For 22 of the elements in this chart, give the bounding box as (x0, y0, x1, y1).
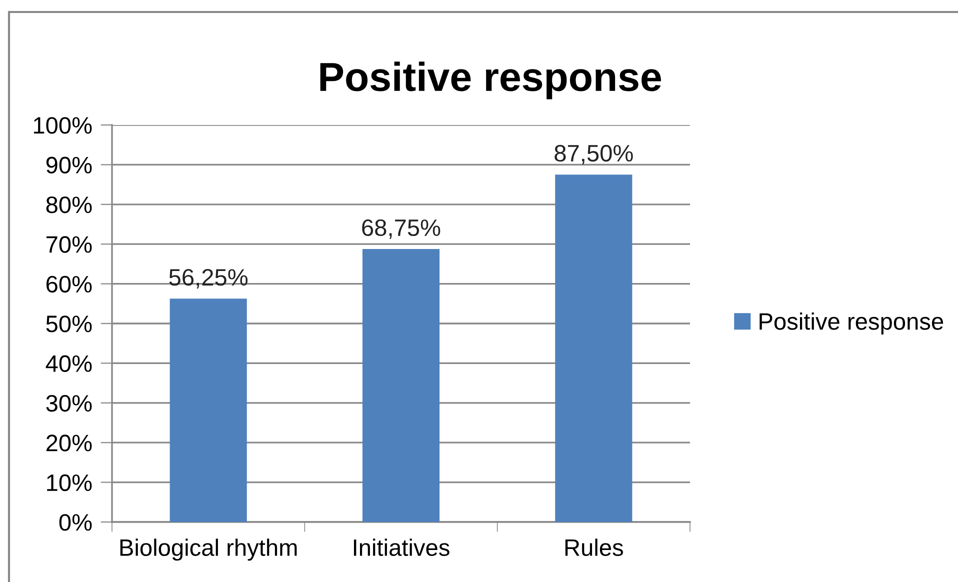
y-tick-label: 10% (47, 474, 92, 492)
y-tick-label: 80% (46, 196, 92, 214)
bar (555, 174, 632, 522)
y-tick-label: 20% (46, 434, 92, 452)
y-tick-label: 90% (46, 156, 92, 174)
y-tick-label: 30% (46, 394, 92, 412)
chart-title: Positive response (320, 62, 662, 100)
bar (362, 249, 440, 522)
x-tick-label: Biological rhythm (120, 538, 297, 561)
legend-label: Positive response (760, 312, 944, 335)
data-label: 87,50% (554, 144, 633, 164)
y-tick-label: 70% (46, 236, 92, 253)
y-tick-label: 50% (46, 316, 92, 332)
y-tick-label: 60% (46, 276, 92, 293)
x-tick-label: Initiatives (354, 538, 450, 556)
data-label: 56,25% (169, 268, 248, 288)
bar (170, 298, 247, 522)
x-tick-label: Rules (565, 538, 623, 556)
y-tick-label: 100% (34, 117, 92, 134)
y-tick-label: 0% (59, 514, 92, 531)
y-tick-label: 40% (46, 355, 92, 372)
data-label: 68,75% (362, 219, 440, 239)
